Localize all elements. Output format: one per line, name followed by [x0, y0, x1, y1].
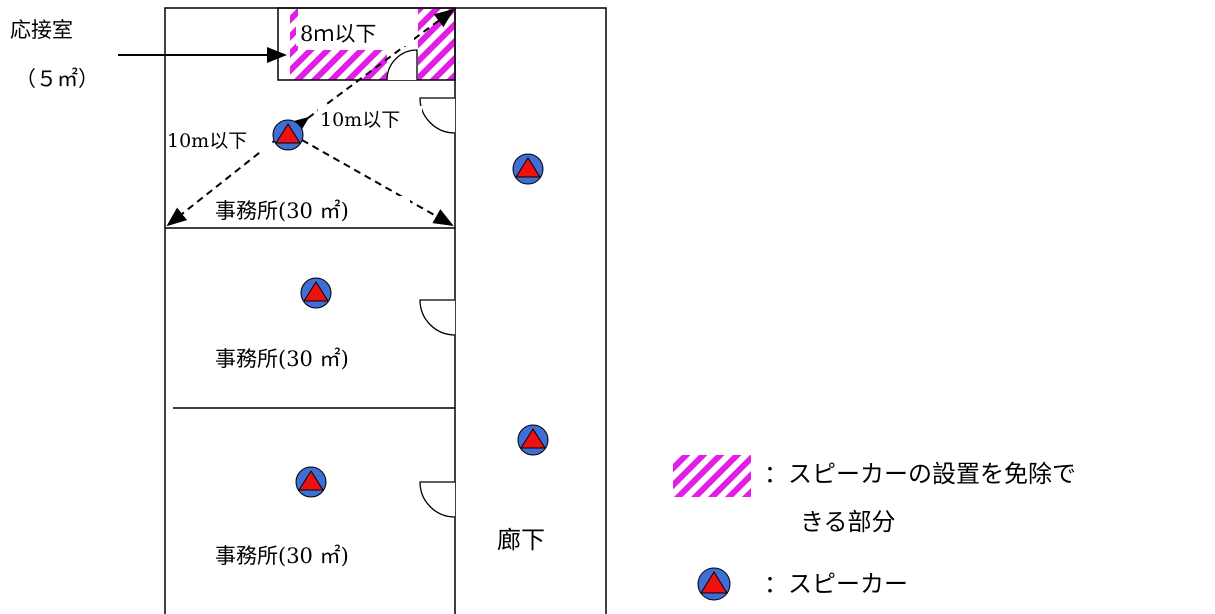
speaker-icon: [517, 424, 549, 456]
reception-door: [386, 49, 418, 81]
speaker-icon: [295, 466, 327, 498]
distance-line-10m-right: [282, 124, 454, 226]
office-label-bottom: 事務所(30 ㎡): [215, 544, 349, 568]
office-label-middle: 事務所(30 ㎡): [215, 347, 349, 371]
office-label-top: 事務所(30 ㎡): [215, 199, 349, 223]
legend-hatch-swatch: [673, 455, 751, 497]
reception-hatch-right: [418, 8, 455, 80]
legend-exempt-line2: きる部分: [800, 508, 896, 536]
speaker-icon: [300, 277, 332, 309]
corridor-label: 廊下: [497, 526, 545, 554]
distance-label-10m-upper: 10m以下: [320, 109, 400, 131]
legend: ：スピーカーの設置を免除で きる部分 ：スピーカー: [673, 455, 1076, 601]
legend-speaker-label: ：スピーカー: [764, 570, 908, 598]
reception-area-label: （５㎡）: [15, 67, 99, 91]
reception-hatch-left: [290, 50, 387, 80]
speaker-icon: [272, 119, 304, 151]
door-middle-office: [419, 299, 456, 336]
distance-lines: [166, 8, 455, 227]
distance-label-10m-left: 10m以下: [167, 130, 247, 152]
door-top-office: [419, 97, 456, 134]
speaker-icon: [512, 153, 544, 185]
building-outline: [164, 7, 607, 614]
distance-line-8m: [288, 8, 455, 136]
distance-label-8m: 8ｍ以下: [300, 22, 376, 46]
reception-room-label: 応接室: [10, 18, 73, 42]
legend-speaker-icon: [697, 567, 731, 601]
legend-exempt-line1: ：スピーカーの設置を免除で: [764, 460, 1076, 488]
door-bottom-office: [419, 481, 456, 518]
